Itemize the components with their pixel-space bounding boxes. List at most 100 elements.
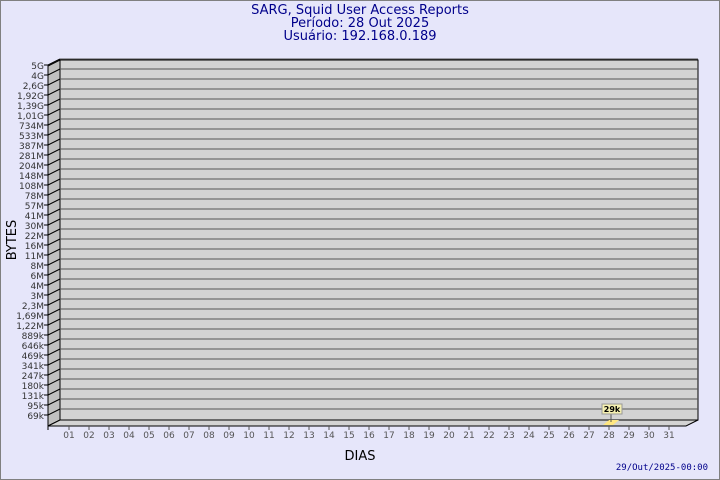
x-tick-label: 07	[183, 431, 194, 441]
x-tick-label: 17	[383, 431, 394, 441]
x-tick-label: 29	[623, 431, 635, 441]
y-tick-label: 387M	[19, 142, 44, 152]
x-tick-label: 24	[523, 431, 535, 441]
y-grid-side	[47, 68, 61, 76]
y-tick-label: 8M	[31, 262, 45, 272]
x-tick-label: 19	[423, 431, 435, 441]
y-grid-side	[47, 338, 61, 346]
y-grid-side	[47, 148, 61, 156]
y-grid-side	[47, 248, 61, 256]
x-tick-label: 13	[303, 431, 314, 441]
x-tick-label: 03	[103, 431, 114, 441]
y-axis-label: BYTES	[5, 220, 20, 261]
y-grid-side	[47, 198, 61, 206]
y-tick-label: 57M	[25, 202, 44, 212]
x-tick-label: 02	[83, 431, 94, 441]
y-tick-label: 533M	[19, 132, 44, 142]
y-grid-side	[47, 398, 61, 406]
y-tick-label: 3M	[31, 292, 45, 302]
y-tick-label: 11M	[25, 252, 44, 262]
x-tick-label: 15	[343, 431, 354, 441]
y-grid-side	[47, 268, 61, 276]
x-tick-label: 30	[643, 431, 655, 441]
y-tick-label: 204M	[19, 162, 44, 172]
y-tick-label: 180k	[22, 382, 45, 392]
y-tick-label: 281M	[19, 152, 44, 162]
plot-floor	[47, 419, 699, 427]
y-tick-label: 469k	[22, 352, 45, 362]
y-grid-side	[47, 378, 61, 386]
y-grid-side	[47, 88, 61, 96]
x-tick-label: 09	[223, 431, 235, 441]
y-grid-side	[47, 158, 61, 166]
x-tick-label: 25	[543, 431, 554, 441]
x-tick-label: 08	[203, 431, 215, 441]
y-tick-label: 2,6G	[23, 82, 44, 92]
y-tick-label: 108M	[19, 182, 44, 192]
x-tick-label: 04	[123, 431, 135, 441]
x-tick-label: 11	[263, 431, 274, 441]
chart-user: Usuário: 192.168.0.189	[283, 29, 437, 44]
footer-timestamp: 29/Out/2025-00:00	[616, 463, 708, 473]
y-tick-label: 95k	[27, 402, 44, 412]
y-grid-side	[47, 388, 61, 396]
y-tick-label: 131k	[22, 392, 45, 402]
x-tick-label: 01	[63, 431, 74, 441]
x-tick-label: 05	[143, 431, 154, 441]
y-tick-label: 646k	[22, 342, 45, 352]
y-grid-side	[47, 108, 61, 116]
x-tick-label: 27	[583, 431, 594, 441]
x-tick-label: 14	[323, 431, 335, 441]
y-grid-side	[47, 258, 61, 266]
y-grid-side	[47, 348, 61, 356]
y-tick-label: 889k	[22, 332, 45, 342]
x-tick-label: 22	[483, 431, 494, 441]
y-grid-side	[47, 358, 61, 366]
y-grid-side	[47, 58, 61, 66]
y-grid-side	[47, 368, 61, 376]
x-tick-label: 26	[563, 431, 575, 441]
y-tick-label: 5G	[31, 62, 44, 72]
y-tick-label: 1,22M	[16, 322, 44, 332]
y-grid-side	[47, 208, 61, 216]
x-tick-label: 21	[463, 431, 474, 441]
y-tick-label: 1,92G	[17, 92, 44, 102]
y-tick-label: 16M	[25, 242, 44, 252]
x-tick-label: 16	[363, 431, 375, 441]
x-tick-label: 18	[403, 431, 415, 441]
y-grid-side	[47, 78, 61, 86]
bar-label-box	[601, 403, 623, 415]
y-tick-label: 247k	[22, 372, 45, 382]
y-tick-label: 1,01G	[17, 112, 44, 122]
y-tick-label: 1,39G	[17, 102, 44, 112]
x-tick-label: 28	[603, 431, 615, 441]
y-tick-label: 41M	[25, 212, 44, 222]
y-tick-label: 734M	[19, 122, 44, 132]
y-grid-side	[47, 228, 61, 236]
y-grid-side	[47, 168, 61, 176]
x-tick-label: 06	[163, 431, 175, 441]
x-tick-label: 20	[443, 431, 455, 441]
y-grid-side	[47, 308, 61, 316]
y-tick-label: 148M	[19, 172, 44, 182]
y-tick-label: 78M	[25, 192, 44, 202]
plot-back-wall	[59, 59, 699, 421]
x-tick-label: 31	[663, 431, 674, 441]
y-tick-label: 341k	[22, 362, 45, 372]
plot-left-wall	[47, 59, 61, 427]
y-tick-label: 69k	[27, 412, 44, 422]
y-tick-label: 4M	[31, 282, 45, 292]
y-grid-side	[47, 178, 61, 186]
y-grid-side	[47, 238, 61, 246]
chart-title: SARG, Squid User Access Reports	[251, 3, 469, 18]
y-tick-label: 6M	[31, 272, 45, 282]
y-tick-label: 2,3M	[22, 302, 44, 312]
chart-period: Período: 28 Out 2025	[290, 16, 430, 31]
y-tick-label: 1,69M	[16, 312, 44, 322]
y-grid-side	[47, 318, 61, 326]
y-tick-label: 30M	[25, 222, 44, 232]
y-grid-side	[47, 298, 61, 306]
y-grid-side	[47, 118, 61, 126]
x-tick-label: 12	[283, 431, 294, 441]
